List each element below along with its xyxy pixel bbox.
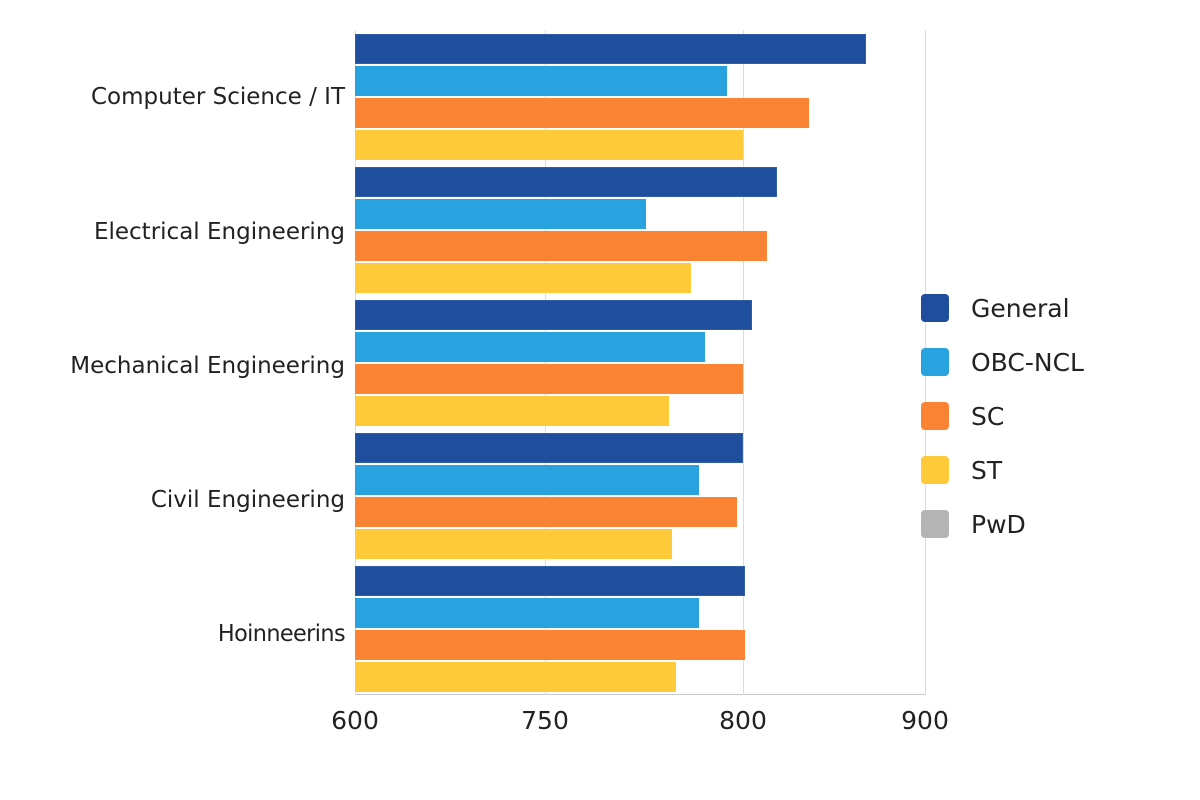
legend-item[interactable]: ST: [921, 443, 1084, 497]
bar-sc[interactable]: [355, 363, 743, 394]
legend-item[interactable]: General: [921, 281, 1084, 335]
bar-group: [355, 33, 925, 160]
bar-st[interactable]: [355, 395, 669, 426]
x-tick-label: 800: [719, 706, 767, 735]
bar-general[interactable]: [355, 565, 745, 596]
bar-st[interactable]: [355, 262, 692, 293]
gridline: [545, 30, 546, 695]
bar-st[interactable]: [355, 528, 673, 559]
bar-general[interactable]: [355, 33, 867, 64]
category-label: Mechanical Engineering: [70, 353, 345, 379]
legend-label: ST: [971, 455, 1003, 485]
bar-obc-ncl[interactable]: [355, 198, 646, 229]
x-tick-label: 900: [901, 706, 949, 735]
legend-label: OBC-NCL: [971, 347, 1084, 377]
bar-obc-ncl[interactable]: [355, 464, 699, 495]
bar-general[interactable]: [355, 166, 777, 197]
legend-swatch-icon: [921, 402, 949, 430]
legend-item[interactable]: PwD: [921, 497, 1084, 551]
legend-swatch-icon: [921, 294, 949, 322]
bar-obc-ncl[interactable]: [355, 331, 705, 362]
legend-swatch-icon: [921, 348, 949, 376]
legend-item[interactable]: OBC-NCL: [921, 335, 1084, 389]
bar-group: [355, 166, 925, 293]
legend-swatch-icon: [921, 456, 949, 484]
category-label: Hoinneerins: [217, 621, 346, 647]
plot-area: [355, 30, 926, 695]
bar-st[interactable]: [355, 129, 743, 160]
bar-sc[interactable]: [355, 97, 810, 128]
bar-st[interactable]: [355, 661, 677, 692]
category-label: Computer Science / IT: [90, 84, 345, 110]
legend-swatch-icon: [921, 510, 949, 538]
bar-obc-ncl[interactable]: [355, 65, 728, 96]
bar-obc-ncl[interactable]: [355, 597, 699, 628]
gridline: [743, 30, 744, 695]
bar-group: [355, 565, 925, 692]
legend-label: PwD: [971, 509, 1026, 539]
legend: General OBC-NCL SC ST PwD: [921, 281, 1084, 551]
gridline: [355, 30, 356, 695]
legend-label: SC: [971, 401, 1005, 431]
bar-sc[interactable]: [355, 230, 768, 261]
legend-item[interactable]: SC: [921, 389, 1084, 443]
axis-baseline: [355, 694, 925, 695]
bar-group: [355, 432, 925, 559]
x-tick-label: 750: [521, 706, 569, 735]
legend-label: General: [971, 293, 1070, 323]
bar-general[interactable]: [355, 299, 753, 330]
x-tick-label: 600: [331, 706, 379, 735]
bar-general[interactable]: [355, 432, 743, 463]
bar-sc[interactable]: [355, 629, 745, 660]
bar-group: [355, 299, 925, 426]
category-label: Civil Engineering: [150, 487, 345, 513]
bar-sc[interactable]: [355, 496, 737, 527]
category-label: Electrical Engineering: [93, 219, 345, 245]
